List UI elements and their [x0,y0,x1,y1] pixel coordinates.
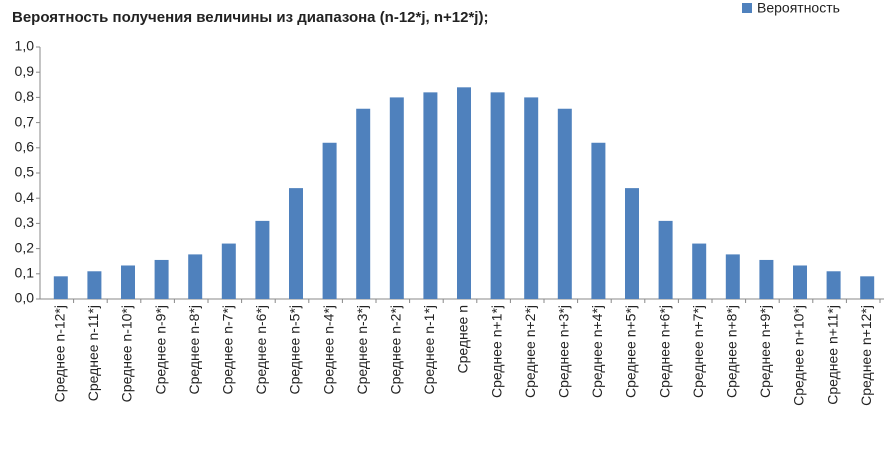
x-tick-label: Среднее n+6*j [656,305,672,398]
x-tick-label: Среднее n+7*j [690,305,706,398]
y-tick-label: 0,8 [15,88,35,104]
y-tick-label: 0,2 [15,239,35,255]
bar [87,271,102,299]
x-tick-label: Среднее n-10*j [119,305,135,402]
x-tick-label: Среднее n+3*j [556,305,572,398]
x-tick-label: Среднее n+5*j [623,305,639,398]
x-tick-label: Среднее n+1*j [488,305,504,398]
bar [759,259,774,299]
y-tick-label: 0,0 [15,290,35,306]
x-tick-label: Среднее n-9*j [152,305,168,395]
x-tick-label: Среднее n [455,305,471,374]
bar [860,276,875,299]
y-tick-label: 0,7 [15,113,35,129]
x-tick-label: Среднее n+8*j [724,305,740,398]
bar [121,265,135,299]
bar [53,276,68,299]
x-tick-label: Среднее n+2*j [522,305,538,398]
bar [457,87,471,299]
bar [692,243,707,299]
bar [524,97,539,300]
bar [793,265,807,299]
x-tick-label: Среднее n-6*j [253,305,269,395]
bar [725,254,740,299]
bar [154,259,169,299]
y-tick-label: 0,6 [15,139,35,155]
x-tick-label: Среднее n+11*j [824,305,840,405]
bar [221,243,236,299]
y-tick-label: 1,0 [15,38,35,54]
x-tick-label: Среднее n+4*j [589,305,605,398]
y-tick-label: 0,9 [15,63,35,79]
x-tick-label: Среднее n-8*j [186,305,202,395]
bar [255,220,270,299]
legend-swatch [742,3,752,13]
bar [389,97,404,300]
x-tick-label: Среднее n-1*j [421,305,437,395]
bar [557,108,572,300]
legend-label: Вероятность [757,0,840,16]
bar [591,142,606,299]
chart-title: Вероятность получения величины из диапаз… [12,9,488,26]
bar [356,108,371,300]
y-tick-label: 0,4 [15,189,35,205]
bar [658,220,673,299]
x-tick-label: Среднее n-11*j [85,305,101,401]
x-tick-label: Среднее n+12*j [858,305,874,406]
x-tick-label: Среднее n+9*j [757,305,773,398]
x-tick-label: Среднее n-2*j [388,305,404,395]
x-tick-label: Среднее n-7*j [220,305,236,395]
bar [625,188,639,299]
bar [289,188,303,299]
bar [826,271,841,299]
y-tick-label: 0,3 [15,214,35,230]
bar [188,254,203,299]
x-tick-label: Среднее n-4*j [320,305,336,395]
y-tick-label: 0,5 [15,164,35,180]
bar [322,142,337,299]
x-tick-label: Среднее n-5*j [287,305,303,395]
x-tick-label: Среднее n-3*j [354,305,370,395]
y-tick-label: 0,1 [15,265,35,281]
bar [490,92,505,299]
x-tick-label: Среднее n+10*j [791,305,807,406]
x-tick-label: Среднее n-12*j [52,305,68,402]
bar [423,92,438,299]
